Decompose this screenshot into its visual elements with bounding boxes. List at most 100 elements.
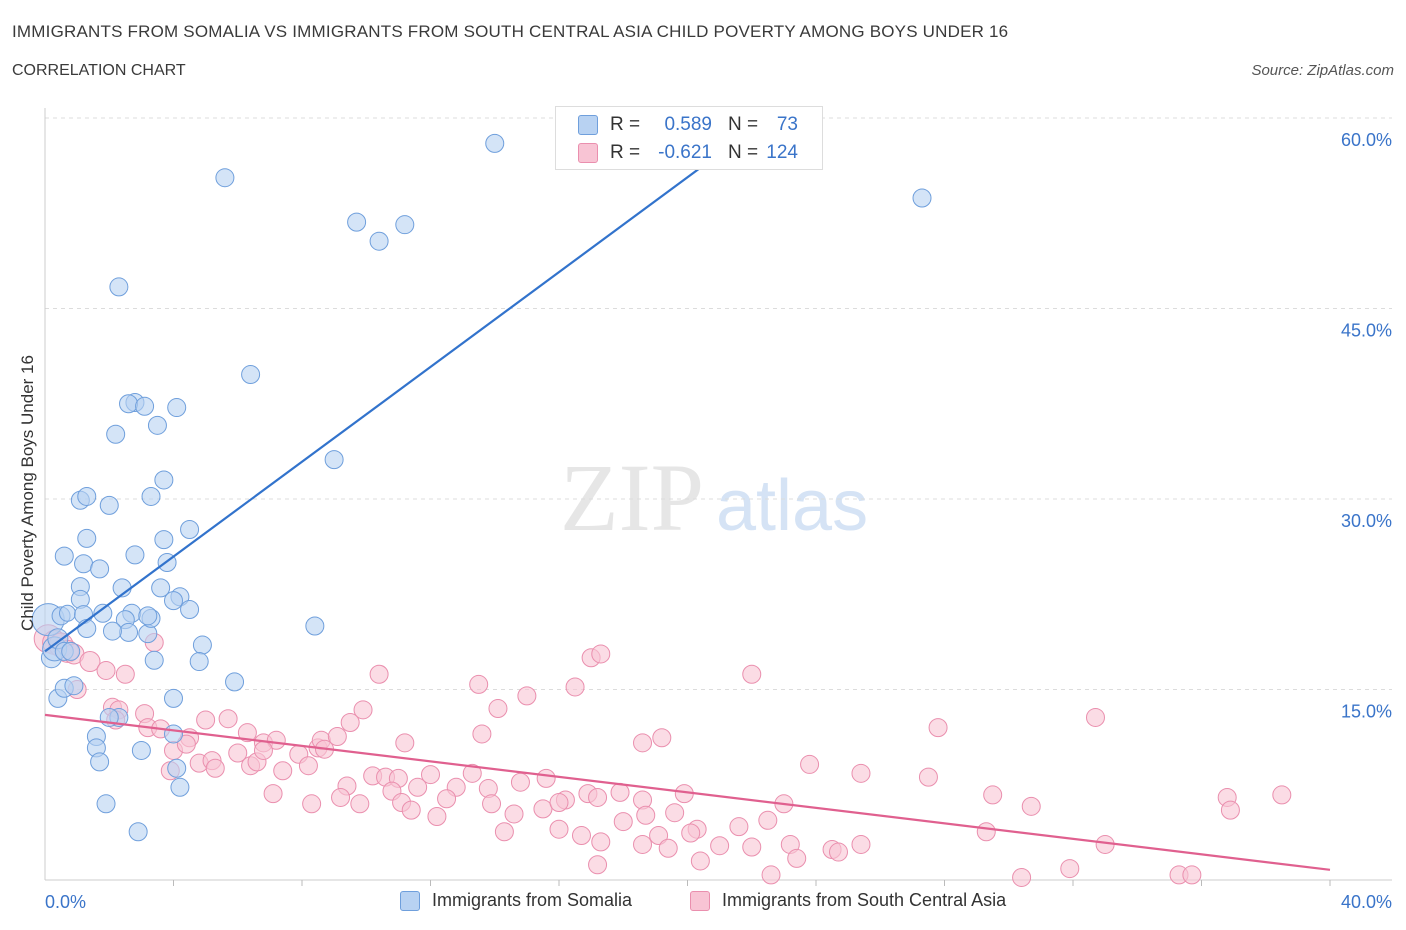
somalia-point — [225, 672, 245, 692]
asia-point — [263, 784, 283, 804]
chart-subtitle: CORRELATION CHART — [12, 62, 186, 79]
asia-legend-swatch — [690, 890, 710, 911]
asia-point — [273, 761, 293, 781]
legend-row-asia: R = -0.621 N = 124 — [578, 139, 798, 167]
somalia-point — [215, 168, 235, 188]
asia-point — [536, 768, 556, 788]
asia-point — [729, 817, 749, 837]
somalia-point — [144, 650, 164, 670]
somalia-point — [77, 486, 97, 506]
asia-point — [494, 822, 514, 842]
trend-lines — [44, 117, 1331, 871]
somalia-point — [192, 635, 212, 655]
somalia-point — [106, 424, 126, 444]
asia-point — [237, 723, 257, 743]
asia-point — [462, 763, 482, 783]
asia-point — [340, 713, 360, 733]
asia-point — [928, 718, 948, 738]
somalia-point — [189, 652, 209, 672]
somalia-point — [54, 546, 74, 566]
somalia-point — [96, 794, 116, 814]
asia-point — [510, 772, 530, 792]
asia-point — [633, 733, 653, 753]
somalia-point — [154, 530, 174, 550]
asia-point — [613, 812, 633, 832]
somalia-point — [93, 603, 113, 623]
asia-point — [1182, 865, 1202, 885]
somalia-point — [369, 231, 389, 251]
legend-row-somalia: R = 0.589 N = 73 — [578, 111, 798, 139]
asia-point — [633, 834, 653, 854]
somalia-point — [305, 616, 325, 636]
asia-point — [851, 834, 871, 854]
asia-r-value: -0.621 — [658, 142, 712, 163]
asia-point — [758, 810, 778, 830]
asia-point — [710, 836, 730, 856]
somalia-point — [167, 398, 187, 418]
asia-point — [504, 804, 524, 824]
asia-point — [918, 767, 938, 787]
somalia-point — [164, 591, 183, 611]
asia-point — [482, 794, 502, 814]
somalia-point — [102, 621, 122, 641]
somalia-legend-label: Immigrants from Somalia — [432, 890, 633, 910]
somalia-point — [99, 495, 119, 515]
asia-point — [1060, 859, 1080, 879]
y-tick-label: 60.0% — [1341, 130, 1392, 150]
asia-point — [395, 733, 415, 753]
asia-point — [327, 726, 347, 746]
asia-point — [1220, 800, 1240, 820]
somalia-legend-swatch — [400, 890, 420, 911]
asia-point — [472, 724, 492, 744]
data-points — [31, 133, 1292, 887]
asia-point — [205, 758, 225, 778]
asia-point — [96, 660, 116, 680]
asia-point — [79, 651, 101, 673]
n-label: N = — [728, 114, 759, 135]
asia-point — [253, 740, 273, 760]
asia-point — [533, 799, 553, 819]
asia-point — [1085, 707, 1105, 727]
somalia-point — [241, 365, 261, 385]
asia-point — [851, 763, 871, 783]
asia-point — [228, 743, 248, 763]
asia-point — [488, 699, 508, 719]
somalia-point — [119, 622, 139, 642]
asia-point — [658, 838, 678, 858]
asia-point — [369, 664, 389, 684]
asia-point — [517, 686, 537, 706]
somalia-point — [147, 415, 167, 435]
watermark-atlas: atlas — [716, 466, 868, 546]
somalia-point — [125, 545, 145, 565]
asia-point — [649, 826, 669, 846]
asia-point — [353, 700, 373, 720]
asia-point — [591, 832, 611, 852]
somalia-point — [395, 215, 415, 235]
somalia-point — [77, 619, 97, 639]
somalia-trend-line — [44, 117, 769, 653]
somalia-point — [180, 599, 200, 619]
asia-point — [401, 800, 421, 820]
somalia-point — [154, 470, 174, 490]
asia-point — [1272, 785, 1292, 805]
somalia-point — [141, 486, 161, 506]
asia-point — [1012, 867, 1032, 887]
asia-point — [828, 842, 848, 862]
source-label: Source: ZipAtlas.com — [1251, 62, 1394, 79]
asia-point — [571, 826, 591, 846]
asia-point — [588, 787, 608, 807]
somalia-point — [131, 740, 151, 760]
somalia-n-value: 73 — [776, 114, 798, 135]
x-tick-label: 0.0% — [45, 892, 86, 912]
r-label: R = — [610, 142, 641, 163]
asia-point — [1021, 796, 1041, 816]
asia-point — [761, 865, 781, 885]
asia-point — [437, 789, 457, 809]
asia-point — [218, 709, 238, 729]
y-tick-label: 15.0% — [1341, 702, 1392, 722]
asia-point — [427, 807, 447, 826]
somalia-point — [324, 450, 344, 470]
asia-point — [588, 855, 608, 875]
asia-point — [787, 848, 807, 868]
asia-n-value: 124 — [766, 142, 798, 163]
